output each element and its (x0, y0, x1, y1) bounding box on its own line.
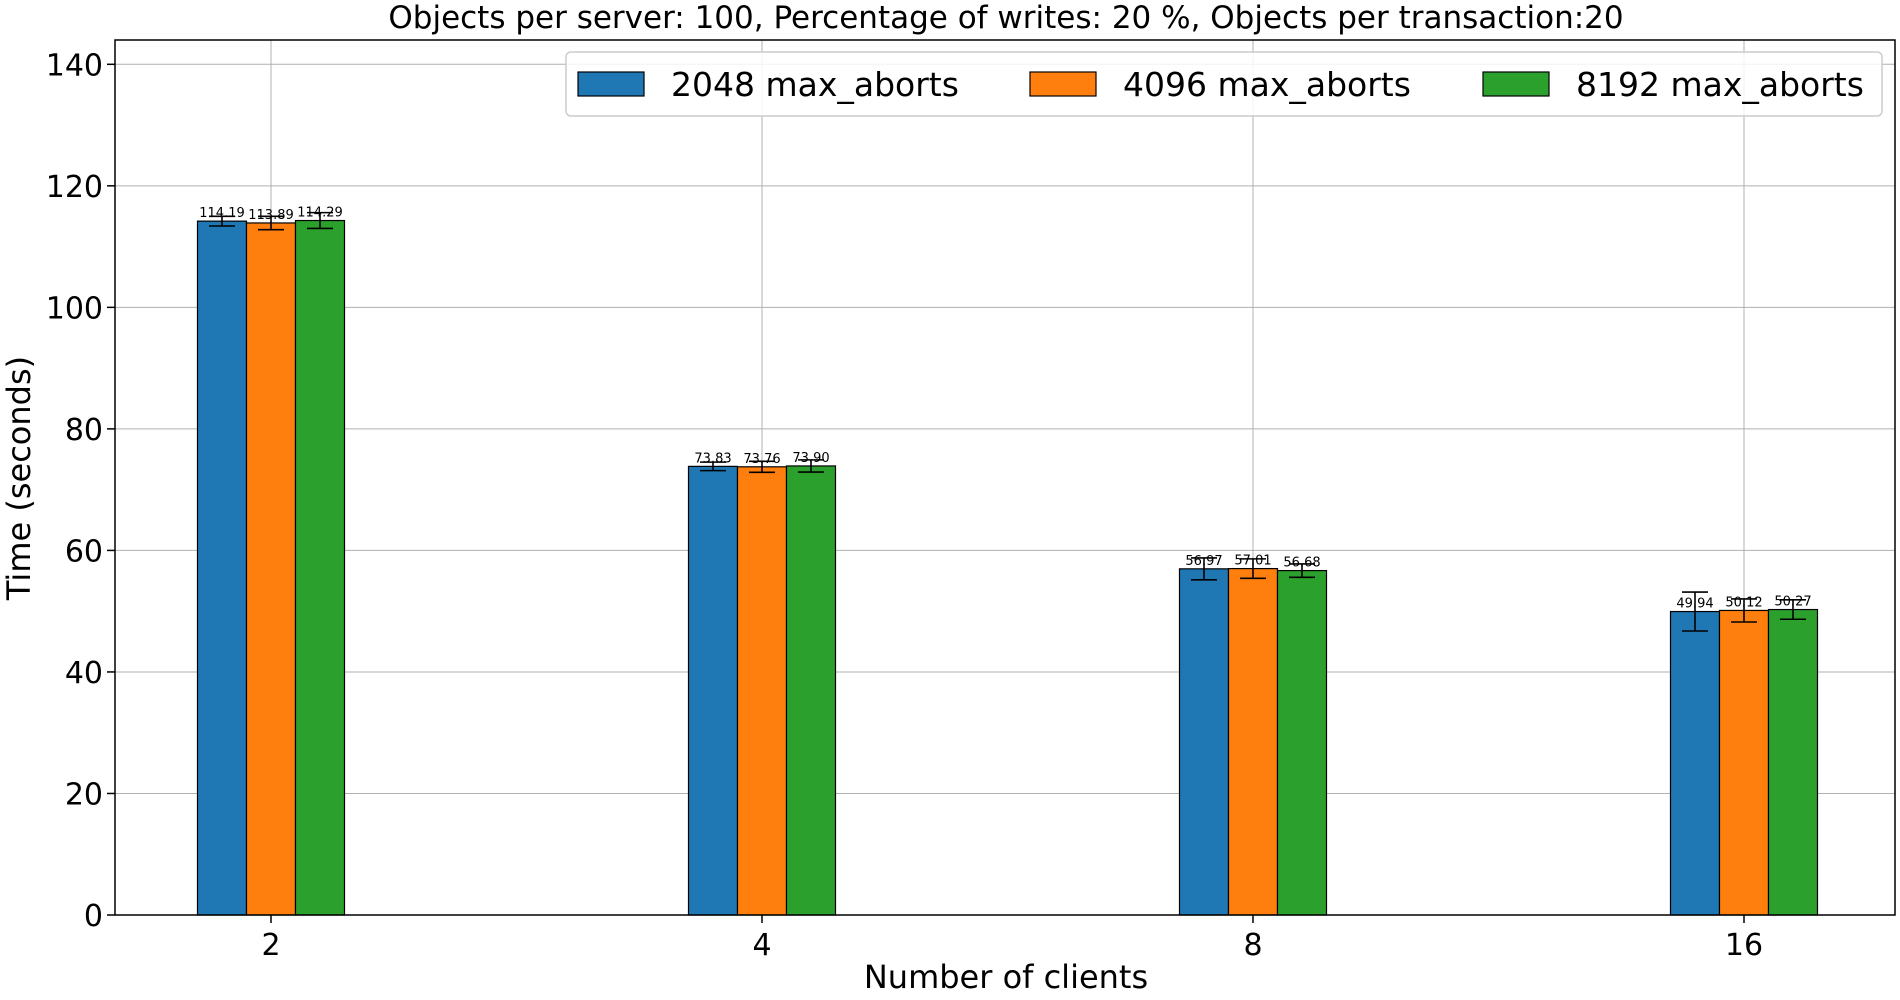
y-tick-label: 140 (46, 48, 103, 83)
x-tick-label: 4 (752, 928, 771, 963)
x-axis-ticks: 2 4 8 16 (261, 915, 1763, 963)
y-tick-label: 120 (46, 170, 103, 205)
bar-4096-clients-4 (736, 466, 788, 916)
bar-2048-clients-16 (1669, 610, 1721, 916)
legend-box (565, 51, 1883, 117)
bar-8192-clients-4 (785, 465, 837, 916)
error-bar (1780, 599, 1806, 621)
bar-4096-clients-2 (245, 222, 297, 916)
bars (196, 219, 1819, 916)
bar-8192-clients-2 (294, 219, 346, 916)
data-label: 73.90 (792, 451, 829, 466)
legend: 2048 max_aborts 4096 max_aborts 8192 max_a… (565, 51, 1883, 117)
chart-title: Objects per server: 100, Percentage of w… (388, 0, 1623, 36)
bar-8192-clients-8 (1276, 569, 1328, 916)
error-bar (307, 211, 333, 230)
x-tick-label: 16 (1725, 928, 1763, 963)
legend-item: 8192 max_aborts (1482, 65, 1864, 104)
y-tick-label: 20 (65, 777, 103, 812)
bar-2048-clients-4 (687, 465, 739, 916)
legend-label: 8192 max_aborts (1576, 65, 1864, 104)
legend-item: 2048 max_aborts (577, 65, 959, 104)
data-label: 73.76 (743, 452, 780, 467)
bar-2048-clients-2 (196, 220, 248, 916)
data-label: 73.83 (694, 451, 731, 466)
error-bar (1289, 563, 1315, 579)
error-bar (1731, 598, 1757, 623)
error-bar (1191, 557, 1217, 581)
error-bar (209, 215, 235, 227)
legend-swatch (577, 71, 645, 97)
y-tick-label: 100 (46, 291, 103, 326)
bar-2048-clients-8 (1178, 568, 1230, 916)
legend-items: 2048 max_aborts 4096 max_aborts 8192 max_a… (577, 65, 1864, 104)
y-tick-label: 80 (65, 413, 103, 448)
data-label: 50.27 (1774, 595, 1811, 610)
bar-4096-clients-16 (1718, 609, 1770, 916)
data-label: 56.68 (1283, 556, 1320, 571)
data-labels: 114.19 73.83 56.97 49.94 113.89 73.76 57.01 50.… (199, 206, 1811, 612)
y-tick-label: 60 (65, 534, 103, 569)
y-tick-label: 40 (65, 656, 103, 691)
bar-8192-clients-16 (1767, 608, 1819, 916)
x-tick-label: 8 (1243, 928, 1262, 963)
bar-4096-clients-8 (1227, 567, 1279, 916)
y-axis-ticks: 0 20 40 60 80 100 120 140 (46, 48, 115, 934)
plot-frame (114, 39, 1896, 916)
y-axis-label: Time (seconds) (0, 356, 38, 601)
legend-label: 4096 max_aborts (1123, 65, 1411, 104)
y-tick-label: 0 (84, 899, 103, 934)
error-bars (209, 211, 1806, 632)
legend-swatch (1482, 71, 1550, 97)
error-bar (258, 215, 284, 231)
data-label: 113.89 (248, 208, 294, 223)
error-bar (700, 461, 726, 472)
error-bar (749, 460, 775, 474)
x-tick-label: 2 (261, 928, 280, 963)
x-axis-label: Number of clients (864, 958, 1148, 996)
data-label: 49.94 (1676, 597, 1713, 612)
data-label: 50.12 (1725, 595, 1762, 610)
legend-label: 2048 max_aborts (671, 65, 959, 104)
error-bar (798, 459, 824, 473)
data-label: 114.19 (199, 206, 245, 221)
error-bar (1682, 591, 1708, 632)
legend-item: 4096 max_aborts (1029, 65, 1411, 104)
legend-swatch (1029, 71, 1097, 97)
grid (115, 40, 1895, 916)
error-bar (1240, 558, 1266, 580)
data-label: 114.29 (297, 206, 343, 221)
data-label: 56.97 (1185, 554, 1222, 569)
data-label: 57.01 (1234, 554, 1271, 569)
